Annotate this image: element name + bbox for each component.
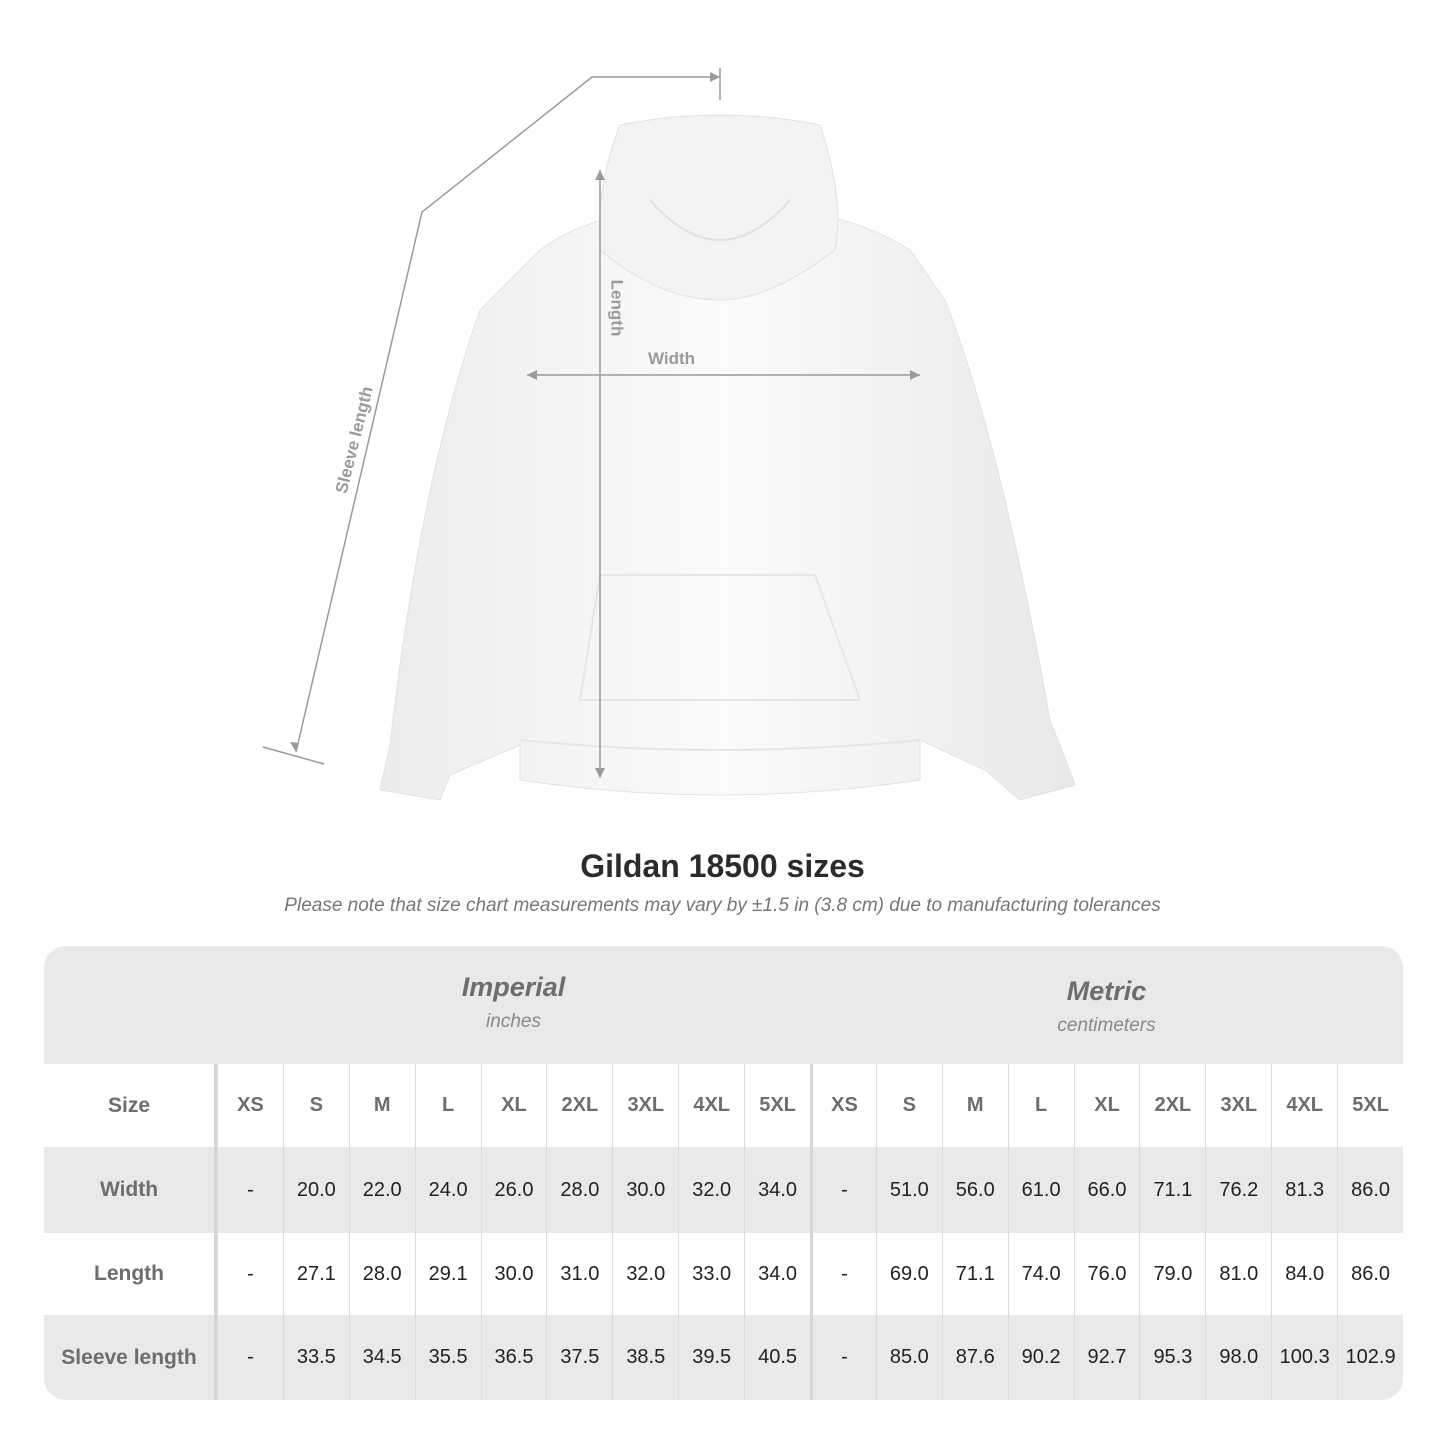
measurement-cell: 35.5 bbox=[414, 1315, 481, 1400]
size-header-cell: XL bbox=[1073, 1064, 1140, 1147]
measurement-cell: 40.5 bbox=[744, 1315, 810, 1400]
measurement-cell: 31.0 bbox=[546, 1233, 612, 1315]
measurement-cell: 71.1 bbox=[1139, 1147, 1205, 1233]
row-label: Sleeve length bbox=[44, 1315, 217, 1400]
table-row: Length -27.1 28.0 29.1 30.0 31.0 32.0 33.0 34.0-… bbox=[44, 1233, 1403, 1315]
size-header-cell: XS bbox=[810, 1064, 876, 1147]
table-row: Width -20.0 22.0 24.0 26.0 28.0 30.0 32.0 34.0-5… bbox=[44, 1147, 1403, 1233]
measurement-cell: 100.3 bbox=[1271, 1315, 1337, 1400]
size-header-cell: 4XL bbox=[1271, 1064, 1337, 1147]
width-label: Width bbox=[648, 349, 696, 368]
measurement-cell: 36.5 bbox=[480, 1315, 547, 1400]
measurement-cell: 61.0 bbox=[1007, 1147, 1074, 1233]
imperial-unit: inches bbox=[486, 1011, 541, 1032]
measurement-cell: 87.6 bbox=[941, 1315, 1008, 1400]
imperial-title: Imperial bbox=[461, 972, 566, 1002]
measurement-cell: 38.5 bbox=[612, 1315, 678, 1400]
imperial-group-header: Imperial inches bbox=[217, 946, 810, 1064]
measurement-cell: 95.3 bbox=[1139, 1315, 1205, 1400]
measurement-cell: 84.0 bbox=[1271, 1233, 1337, 1315]
measurement-cell: 71.1 bbox=[941, 1233, 1008, 1315]
measurement-cell: 86.0 bbox=[1337, 1147, 1403, 1233]
size-header-cell: 5XL bbox=[1337, 1064, 1403, 1147]
length-label: Length bbox=[607, 279, 627, 337]
measurement-cell: 56.0 bbox=[941, 1147, 1008, 1233]
measurement-cell: 102.9 bbox=[1337, 1315, 1403, 1400]
measurement-cell: 34.5 bbox=[348, 1315, 415, 1400]
size-header-cell: M bbox=[941, 1064, 1008, 1147]
measurement-cell: - bbox=[217, 1233, 283, 1315]
page-title: Gildan 18500 sizes bbox=[580, 848, 865, 884]
size-header-cell: 4XL bbox=[678, 1064, 744, 1147]
size-header-cell: 5XL bbox=[744, 1064, 810, 1147]
size-header-cell: S bbox=[282, 1064, 349, 1147]
size-header-cell: 2XL bbox=[546, 1064, 612, 1147]
measurement-cell: 37.5 bbox=[546, 1315, 612, 1400]
row-label: Width bbox=[44, 1147, 217, 1233]
row-label: Length bbox=[44, 1233, 217, 1315]
measurement-cell: 32.0 bbox=[678, 1147, 744, 1233]
measurement-cell: 26.0 bbox=[480, 1147, 547, 1233]
hoodie-diagram bbox=[262, 68, 1076, 801]
measurement-cell: 92.7 bbox=[1073, 1315, 1140, 1400]
measurement-cell: 30.0 bbox=[612, 1147, 678, 1233]
measurement-cell: 33.5 bbox=[282, 1315, 349, 1400]
size-header-cell: 2XL bbox=[1139, 1064, 1205, 1147]
measurement-cell: 81.0 bbox=[1205, 1233, 1271, 1315]
size-header-cell: 3XL bbox=[612, 1064, 678, 1147]
measurement-cell: 28.0 bbox=[546, 1147, 612, 1233]
measurement-cell: - bbox=[810, 1315, 876, 1400]
measurement-cell: 28.0 bbox=[348, 1233, 415, 1315]
measurement-cell: 66.0 bbox=[1073, 1147, 1140, 1233]
size-header-cell: S bbox=[875, 1064, 942, 1147]
size-table: Imperial inches Metric centimeters Size X… bbox=[44, 946, 1403, 1400]
row-label: Size bbox=[44, 1064, 217, 1147]
metric-unit: centimeters bbox=[1057, 1015, 1156, 1036]
measurement-cell: 22.0 bbox=[348, 1147, 415, 1233]
measurement-cell: 27.1 bbox=[282, 1233, 349, 1315]
size-header-cell: 3XL bbox=[1205, 1064, 1271, 1147]
size-header-cell: M bbox=[348, 1064, 415, 1147]
measurement-cell: 98.0 bbox=[1205, 1315, 1271, 1400]
measurement-cell: - bbox=[810, 1233, 876, 1315]
measurement-cell: 29.1 bbox=[414, 1233, 481, 1315]
measurement-cell: 51.0 bbox=[875, 1147, 942, 1233]
measurement-cell: 76.2 bbox=[1205, 1147, 1271, 1233]
measurement-cell: 85.0 bbox=[875, 1315, 942, 1400]
size-header-row: Size XS S M L XL 2XL 3XL 4XL 5XL XS S M L XL 2XL 3XL 4XL 5… bbox=[44, 1064, 1403, 1147]
size-header-cell: L bbox=[414, 1064, 481, 1147]
measurement-cell: 30.0 bbox=[480, 1233, 547, 1315]
measurement-cell: - bbox=[217, 1315, 283, 1400]
table-row: Sleeve length -33.5 34.5 35.5 36.5 37.5 38.5 39… bbox=[44, 1315, 1403, 1400]
size-header-cell: XS bbox=[217, 1064, 283, 1147]
measurement-cell: 81.3 bbox=[1271, 1147, 1337, 1233]
tolerance-note: Please note that size chart measurements… bbox=[284, 895, 1161, 916]
measurement-cell: 86.0 bbox=[1337, 1233, 1403, 1315]
measurement-cell: 39.5 bbox=[678, 1315, 744, 1400]
metric-title: Metric bbox=[1066, 976, 1147, 1006]
measurement-cell: 32.0 bbox=[612, 1233, 678, 1315]
measurement-cell: 33.0 bbox=[678, 1233, 744, 1315]
measurement-cell: 24.0 bbox=[414, 1147, 481, 1233]
measurement-cell: 76.0 bbox=[1073, 1233, 1140, 1315]
measurement-cell: 20.0 bbox=[282, 1147, 349, 1233]
measurement-cell: 34.0 bbox=[744, 1233, 810, 1315]
measurement-cell: - bbox=[217, 1147, 283, 1233]
measurement-cell: 34.0 bbox=[744, 1147, 810, 1233]
hoodie-image bbox=[379, 114, 1076, 801]
measurement-lines bbox=[262, 68, 920, 778]
size-header-cell: XL bbox=[480, 1064, 547, 1147]
measurement-cell: 79.0 bbox=[1139, 1233, 1205, 1315]
measurement-cell: 69.0 bbox=[875, 1233, 942, 1315]
metric-group-header: Metric centimeters bbox=[810, 946, 1403, 1064]
measurement-cell: 90.2 bbox=[1007, 1315, 1074, 1400]
size-header-cell: L bbox=[1007, 1064, 1074, 1147]
measurement-cell: 74.0 bbox=[1007, 1233, 1074, 1315]
measurement-cell: - bbox=[810, 1147, 876, 1233]
